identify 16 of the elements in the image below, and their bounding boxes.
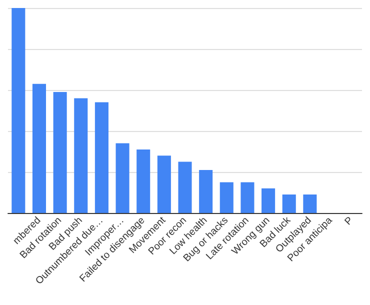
bar xyxy=(157,156,171,213)
bar xyxy=(199,170,213,213)
bar xyxy=(12,8,26,213)
bar xyxy=(282,194,296,213)
bar xyxy=(136,149,150,213)
bar xyxy=(116,143,130,213)
x-tick-label: P xyxy=(342,214,356,228)
bar xyxy=(94,102,108,213)
bar xyxy=(178,162,192,213)
bar xyxy=(262,188,276,213)
bar xyxy=(240,182,254,213)
bar xyxy=(53,92,67,213)
bar xyxy=(32,84,46,213)
bar xyxy=(220,182,234,213)
bar xyxy=(74,98,88,213)
bar xyxy=(303,194,317,213)
